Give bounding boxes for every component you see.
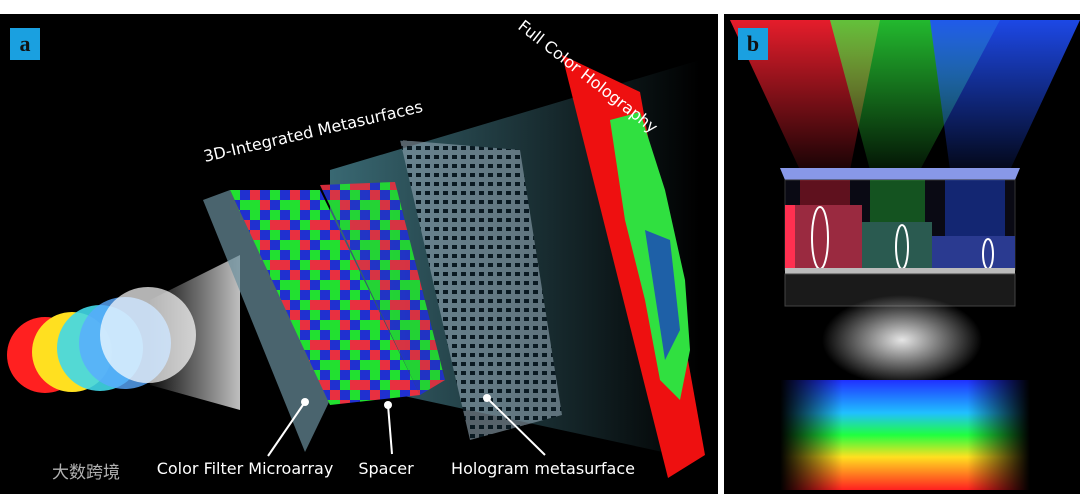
- panel-label: a: [20, 31, 31, 56]
- red-light: [800, 180, 850, 205]
- blue-cone: [930, 20, 1080, 170]
- metasurface-plate: [780, 168, 1020, 180]
- blue-filter: [932, 236, 1015, 270]
- callout-dot: [483, 394, 491, 402]
- substrate: [785, 268, 1015, 274]
- hologram-metasurface: [400, 140, 562, 440]
- hologram-image-blue: [645, 230, 680, 360]
- red-filter: [785, 205, 862, 270]
- callout-dot: [301, 398, 309, 406]
- red-filter-edge: [785, 205, 795, 270]
- label-box: [738, 28, 768, 60]
- panel-b: b: [724, 14, 1080, 494]
- spectrum-fade: [780, 380, 1030, 490]
- panel-label: b: [747, 31, 759, 56]
- label-box: [10, 28, 40, 60]
- callout-label: Spacer: [358, 459, 414, 478]
- callout-line: [486, 397, 546, 456]
- filter-edge: [203, 190, 330, 452]
- blue-light: [945, 180, 1005, 236]
- white-beam: [100, 287, 196, 383]
- spacer-layer: [320, 182, 445, 395]
- color-filter-microarray: [230, 190, 420, 405]
- callout-label: Color Filter Microarray: [157, 459, 334, 478]
- green-light: [870, 180, 925, 222]
- panel-a: a 3D-Integrated Metasurfaces Full Color …: [0, 14, 718, 494]
- white-light: [822, 295, 982, 385]
- callout-dot: [384, 401, 392, 409]
- watermark: 大数跨境: [52, 463, 120, 483]
- callout-line: [267, 401, 306, 457]
- callout-label: Hologram metasurface: [451, 459, 635, 478]
- callout-line: [387, 404, 393, 455]
